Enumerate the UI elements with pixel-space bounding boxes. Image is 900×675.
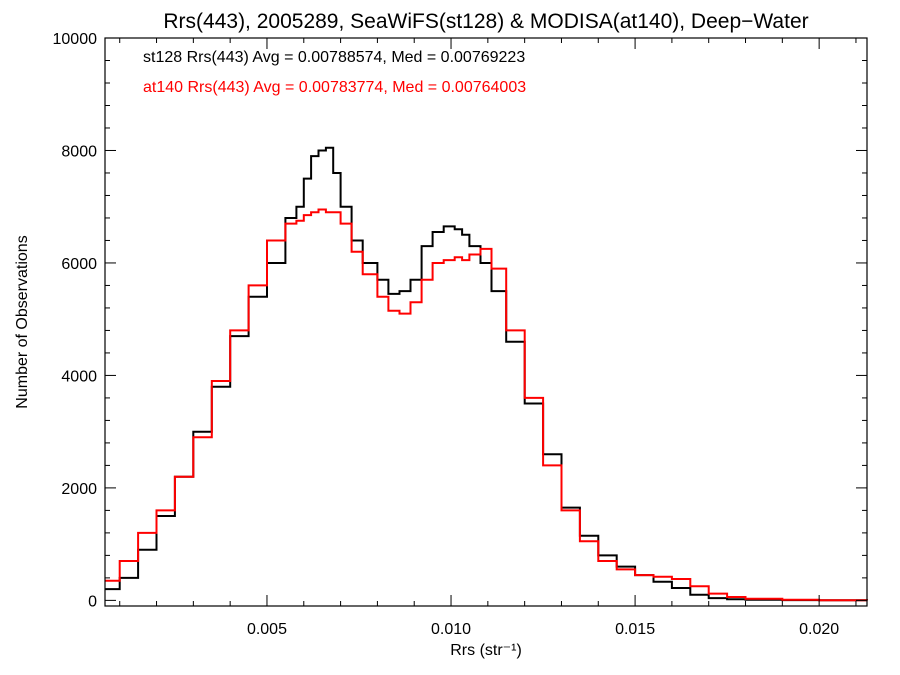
y-tick-label-1: 2000 (61, 481, 97, 498)
y-tick-label-4: 8000 (61, 143, 97, 160)
series-line-1 (105, 208, 868, 602)
chart-title: Rrs(443), 2005289, SeaWiFS(st128) & MODI… (163, 10, 808, 33)
tick-labels-layer: 0.005 0.010 0.015 0.020 0 2000 4000 6000 8000 100… (53, 31, 840, 638)
series-line-0 (105, 146, 868, 602)
ticks-layer (105, 37, 867, 606)
y-tick-label-0: 0 (88, 593, 97, 610)
x-tick-label-3: 0.020 (799, 621, 839, 638)
plot-frame (104, 37, 868, 607)
annotation-st128: st128 Rrs(443) Avg = 0.00788574, Med = 0… (143, 49, 525, 66)
annotation-at140: at140 Rrs(443) Avg = 0.00783774, Med = 0… (143, 79, 526, 96)
y-tick-label-5: 10000 (53, 31, 98, 48)
x-tick-label-2: 0.015 (615, 621, 655, 638)
y-tick-label-2: 4000 (61, 368, 97, 385)
x-axis-label: Rrs (str⁻¹) (450, 642, 522, 659)
y-axis-label: Number of Observations (14, 235, 31, 408)
x-tick-label-0: 0.005 (247, 621, 287, 638)
x-tick-label-1: 0.010 (431, 621, 471, 638)
y-tick-label-3: 6000 (61, 256, 97, 273)
series-layer (105, 146, 868, 602)
